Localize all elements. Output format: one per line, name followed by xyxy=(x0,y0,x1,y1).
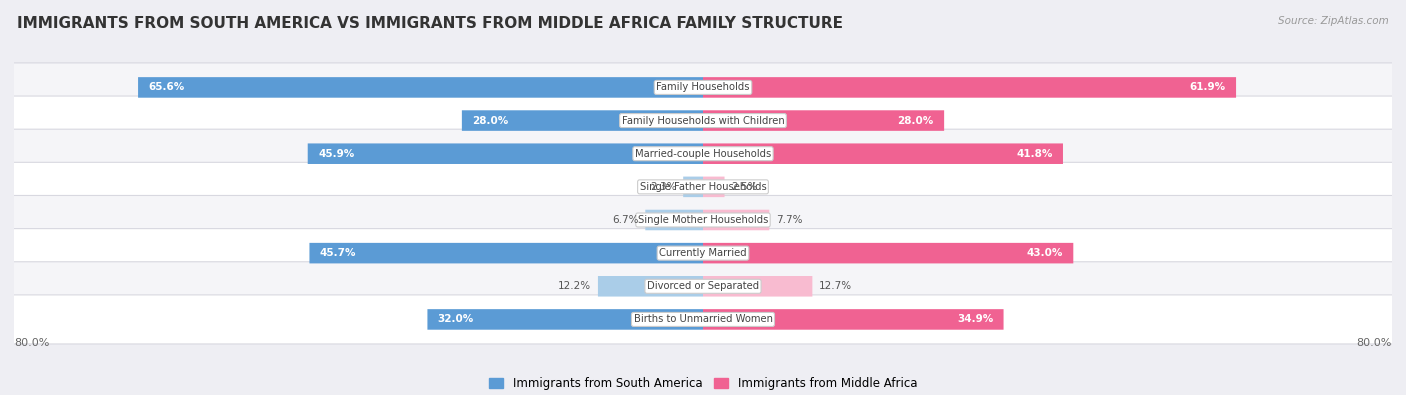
FancyBboxPatch shape xyxy=(308,143,703,164)
Text: 2.5%: 2.5% xyxy=(731,182,758,192)
FancyBboxPatch shape xyxy=(703,276,813,297)
Text: 28.0%: 28.0% xyxy=(472,116,509,126)
FancyBboxPatch shape xyxy=(7,96,1399,145)
Text: 61.9%: 61.9% xyxy=(1189,83,1226,92)
Text: Currently Married: Currently Married xyxy=(659,248,747,258)
Text: 41.8%: 41.8% xyxy=(1017,149,1053,159)
Text: Births to Unmarried Women: Births to Unmarried Women xyxy=(634,314,772,324)
Text: 32.0%: 32.0% xyxy=(437,314,474,324)
FancyBboxPatch shape xyxy=(703,177,724,197)
Text: 65.6%: 65.6% xyxy=(149,83,184,92)
Text: Single Father Households: Single Father Households xyxy=(640,182,766,192)
Text: Married-couple Households: Married-couple Households xyxy=(636,149,770,159)
FancyBboxPatch shape xyxy=(703,309,1004,330)
FancyBboxPatch shape xyxy=(598,276,703,297)
FancyBboxPatch shape xyxy=(703,143,1063,164)
FancyBboxPatch shape xyxy=(7,162,1399,211)
Text: Family Households: Family Households xyxy=(657,83,749,92)
Text: Single Mother Households: Single Mother Households xyxy=(638,215,768,225)
FancyBboxPatch shape xyxy=(7,295,1399,344)
FancyBboxPatch shape xyxy=(683,177,703,197)
Text: 34.9%: 34.9% xyxy=(957,314,993,324)
FancyBboxPatch shape xyxy=(427,309,703,330)
Text: Family Households with Children: Family Households with Children xyxy=(621,116,785,126)
Text: Source: ZipAtlas.com: Source: ZipAtlas.com xyxy=(1278,16,1389,26)
FancyBboxPatch shape xyxy=(703,77,1236,98)
Text: 2.3%: 2.3% xyxy=(650,182,676,192)
FancyBboxPatch shape xyxy=(703,243,1073,263)
Text: 12.2%: 12.2% xyxy=(558,281,591,291)
Text: 12.7%: 12.7% xyxy=(820,281,852,291)
Text: 80.0%: 80.0% xyxy=(1357,338,1392,348)
Text: 7.7%: 7.7% xyxy=(776,215,803,225)
Text: 6.7%: 6.7% xyxy=(612,215,638,225)
Text: 80.0%: 80.0% xyxy=(14,338,49,348)
FancyBboxPatch shape xyxy=(7,129,1399,178)
FancyBboxPatch shape xyxy=(7,63,1399,112)
Text: Divorced or Separated: Divorced or Separated xyxy=(647,281,759,291)
Text: 43.0%: 43.0% xyxy=(1026,248,1063,258)
FancyBboxPatch shape xyxy=(703,210,769,230)
FancyBboxPatch shape xyxy=(461,110,703,131)
FancyBboxPatch shape xyxy=(645,210,703,230)
Legend: Immigrants from South America, Immigrants from Middle Africa: Immigrants from South America, Immigrant… xyxy=(485,374,921,393)
FancyBboxPatch shape xyxy=(703,110,945,131)
Text: 45.7%: 45.7% xyxy=(319,248,356,258)
Text: 45.9%: 45.9% xyxy=(318,149,354,159)
FancyBboxPatch shape xyxy=(7,229,1399,278)
Text: 28.0%: 28.0% xyxy=(897,116,934,126)
FancyBboxPatch shape xyxy=(7,196,1399,245)
FancyBboxPatch shape xyxy=(7,262,1399,311)
FancyBboxPatch shape xyxy=(309,243,703,263)
Text: IMMIGRANTS FROM SOUTH AMERICA VS IMMIGRANTS FROM MIDDLE AFRICA FAMILY STRUCTURE: IMMIGRANTS FROM SOUTH AMERICA VS IMMIGRA… xyxy=(17,16,842,31)
FancyBboxPatch shape xyxy=(138,77,703,98)
